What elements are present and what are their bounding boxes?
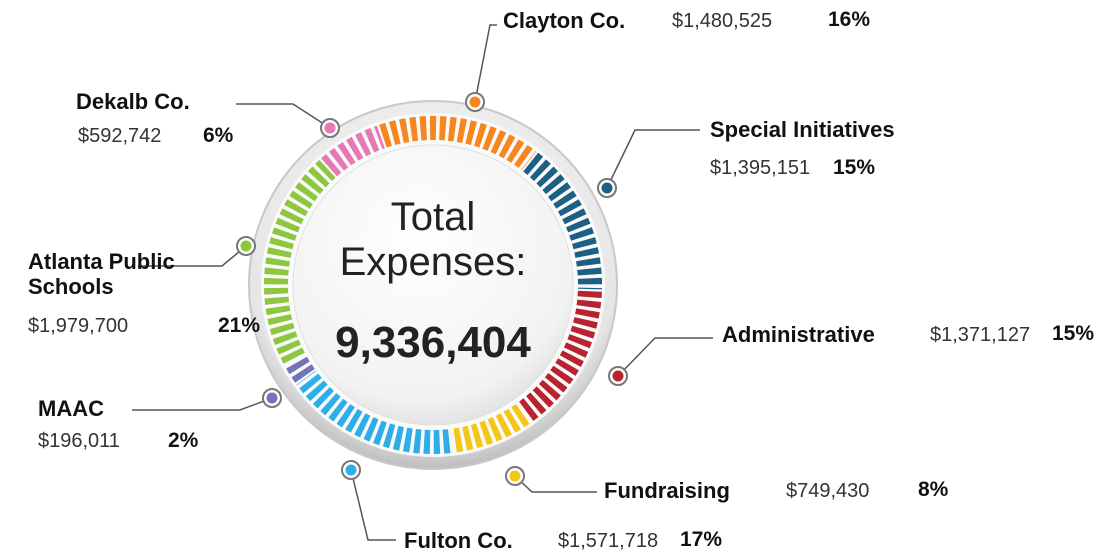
segment xyxy=(517,290,602,423)
leader-line xyxy=(138,245,247,267)
share-label: 15% xyxy=(833,156,876,179)
ring-face xyxy=(292,144,574,426)
marker-dot-core xyxy=(601,182,613,194)
value-label: $1,571,718 xyxy=(558,530,659,552)
leader-line xyxy=(606,129,700,189)
marker-dot-core xyxy=(469,96,481,108)
marker-dot-core xyxy=(612,370,624,382)
category-label: Special Initiatives xyxy=(710,117,895,142)
share-label: 8% xyxy=(918,478,949,501)
share-label: 6% xyxy=(203,124,234,147)
center-total: 9,336,404 xyxy=(335,318,531,367)
leader-line xyxy=(474,24,497,103)
center-title: Total Expenses: xyxy=(339,195,527,284)
segment xyxy=(284,354,315,383)
category-label: Atlanta Public Schools xyxy=(28,249,175,300)
segment xyxy=(321,125,386,177)
value-label: $196,011 xyxy=(38,430,120,452)
marker-dot-core xyxy=(240,240,252,252)
value-label: $592,742 xyxy=(78,125,162,147)
segment xyxy=(523,152,602,290)
value-label: $749,430 xyxy=(786,480,870,502)
value-label: $1,480,525 xyxy=(672,10,773,32)
share-label: 16% xyxy=(828,8,871,31)
category-label: MAAC xyxy=(38,396,104,421)
share-label: 2% xyxy=(168,429,199,452)
leader-line xyxy=(514,475,597,493)
leader-line xyxy=(350,469,396,541)
marker-dot-core xyxy=(324,122,336,134)
category-label: Administrative xyxy=(722,322,875,347)
category-label: Clayton Co. xyxy=(503,8,626,33)
segment xyxy=(449,403,530,453)
marker-dot-core xyxy=(345,464,357,476)
category-label: Fundraising xyxy=(604,478,730,503)
category-label: Fulton Co. xyxy=(404,528,513,553)
category-label: Dekalb Co. xyxy=(76,89,190,114)
share-label: 17% xyxy=(680,528,723,551)
leader-line xyxy=(236,103,331,129)
share-label: 15% xyxy=(1052,322,1095,345)
value-label: $1,979,700 xyxy=(28,315,129,337)
leader-line xyxy=(132,397,273,411)
leader-line xyxy=(617,337,713,377)
marker-dot-core xyxy=(509,470,521,482)
value-label: $1,371,127 xyxy=(930,324,1031,346)
segment xyxy=(379,116,537,171)
marker-dot-core xyxy=(266,392,278,404)
share-label: 21% xyxy=(218,314,261,337)
segment xyxy=(296,370,451,454)
value-label: $1,395,151 xyxy=(710,157,811,179)
